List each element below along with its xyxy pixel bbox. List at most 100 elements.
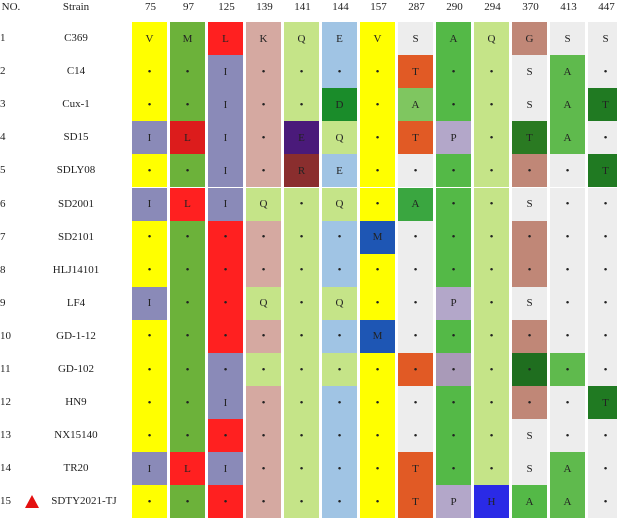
residue-cell: R [284, 154, 319, 188]
residue-cell: • [322, 419, 357, 453]
residue-cell: M [360, 220, 395, 254]
residue-cell: • [284, 353, 319, 386]
residue-cell: • [436, 55, 471, 89]
residue-cell: S [512, 88, 547, 122]
residue-cell: • [208, 353, 243, 386]
residue-cell: • [170, 253, 205, 287]
residue-cell: • [360, 452, 395, 486]
header-position-287: 287 [408, 1, 425, 13]
row-number: 3 [0, 98, 6, 111]
residue-cell: • [360, 154, 395, 188]
residue-cell: • [360, 253, 395, 287]
residue-cell: S [588, 22, 617, 55]
residue-cell: • [550, 319, 585, 353]
residue-cell: • [550, 220, 585, 254]
residue-cell: • [474, 55, 509, 89]
residue-cell: • [550, 187, 585, 221]
residue-cell: • [284, 419, 319, 453]
residue-cell: A [550, 485, 585, 518]
residue-cell: S [512, 187, 547, 221]
row-number: 4 [0, 131, 6, 144]
header-position-97: 97 [183, 1, 194, 13]
residue-cell: • [436, 386, 471, 420]
residue-cell: A [550, 452, 585, 486]
row-number: 15 [0, 495, 11, 508]
residue-cell: • [208, 220, 243, 254]
residue-cell: • [132, 220, 167, 254]
residue-cell: • [322, 220, 357, 254]
residue-cell: • [512, 319, 547, 353]
residue-cell: • [132, 353, 167, 386]
strain-name: SDLY08 [56, 164, 96, 177]
residue-cell: • [474, 88, 509, 122]
residue-cell: • [284, 55, 319, 89]
residue-cell: I [132, 286, 167, 320]
header-position-141: 141 [294, 1, 311, 13]
residue-cell: S [512, 286, 547, 320]
residue-cell: • [284, 88, 319, 122]
residue-cell: • [436, 253, 471, 287]
residue-cell: • [474, 386, 509, 420]
residue-cell: • [322, 319, 357, 353]
residue-cell: • [246, 386, 281, 420]
residue-cell: T [588, 88, 617, 122]
residue-cell: • [474, 121, 509, 155]
residue-cell: A [436, 22, 471, 55]
residue-cell: • [132, 419, 167, 453]
residue-cell: K [246, 22, 281, 55]
residue-cell: • [360, 55, 395, 89]
residue-cell: • [436, 419, 471, 453]
residue-cell: A [398, 88, 433, 122]
residue-cell: I [132, 121, 167, 155]
residue-cell: S [512, 419, 547, 453]
residue-cell: • [322, 253, 357, 287]
residue-cell: • [284, 187, 319, 221]
residue-cell: E [284, 121, 319, 155]
residue-cell: • [588, 286, 617, 320]
residue-cell: • [512, 253, 547, 287]
residue-cell: • [360, 419, 395, 453]
residue-cell: • [284, 319, 319, 353]
residue-cell: • [132, 55, 167, 89]
residue-cell: • [512, 353, 547, 386]
residue-cell: • [170, 286, 205, 320]
residue-cell: A [550, 55, 585, 89]
residue-cell: • [588, 55, 617, 89]
residue-cell: V [132, 22, 167, 55]
residue-cell: I [208, 55, 243, 89]
strain-name: SD2001 [57, 197, 95, 210]
residue-cell: • [132, 88, 167, 122]
residue-cell: A [550, 121, 585, 155]
residue-cell: • [208, 286, 243, 320]
residue-cell: • [398, 220, 433, 254]
residue-cell: P [436, 485, 471, 518]
residue-cell: I [208, 187, 243, 221]
residue-cell: • [588, 419, 617, 453]
residue-cell: P [436, 121, 471, 155]
residue-cell: • [550, 353, 585, 386]
row-number: 10 [0, 329, 11, 342]
residue-cell: • [322, 55, 357, 89]
header-position-447: 447 [598, 1, 615, 13]
residue-cell: • [132, 485, 167, 518]
residue-cell: T [588, 386, 617, 420]
residue-cell: • [550, 386, 585, 420]
residue-cell: • [550, 253, 585, 287]
residue-cell: • [436, 220, 471, 254]
residue-cell: V [360, 22, 395, 55]
residue-cell: • [208, 485, 243, 518]
residue-cell: D [322, 88, 357, 122]
row-number: 13 [0, 429, 11, 442]
residue-cell: • [170, 353, 205, 386]
residue-cell: E [322, 22, 357, 55]
row-number: 8 [0, 263, 6, 276]
residue-cell: • [512, 386, 547, 420]
row-number: 7 [0, 230, 6, 243]
residue-cell: • [588, 319, 617, 353]
residue-cell: • [398, 286, 433, 320]
residue-cell: • [588, 187, 617, 221]
residue-cell: • [132, 386, 167, 420]
residue-cell: Q [284, 22, 319, 55]
residue-cell: • [360, 121, 395, 155]
residue-cell: Q [246, 286, 281, 320]
